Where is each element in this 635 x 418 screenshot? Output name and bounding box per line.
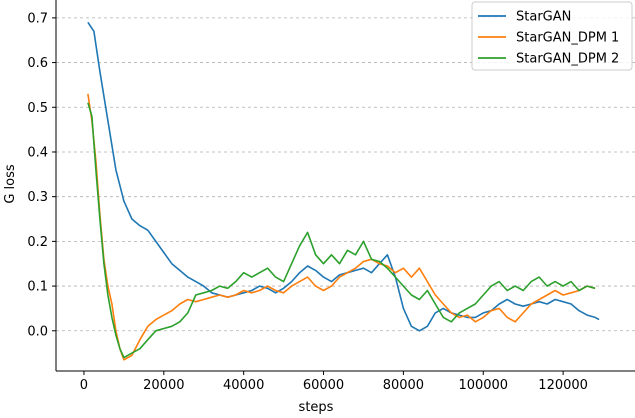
series-lines — [87, 21, 600, 361]
y-tick-label: 0.2 — [27, 235, 48, 250]
y-tick-label: 0.1 — [27, 280, 48, 295]
legend: StarGAN StarGAN_DPM 1 StarGAN_DPM 2 — [471, 1, 633, 71]
x-tick-label: 80000 — [383, 378, 424, 393]
series-line-3 — [87, 102, 596, 359]
series-line-1 — [87, 21, 600, 332]
x-tick-label: 20000 — [143, 378, 184, 393]
x-ticks: 0 20000 40000 60000 80000 100000 120000 — [80, 371, 588, 393]
y-tick-label: 0.4 — [27, 145, 48, 160]
x-tick-label: 0 — [80, 378, 88, 393]
x-tick-label: 40000 — [223, 378, 264, 393]
y-tick-label: 0.6 — [27, 56, 48, 71]
y-tick-label: 0.0 — [27, 324, 48, 339]
y-tick-label: 0.7 — [27, 11, 48, 26]
y-tick-label: 0.3 — [27, 190, 48, 205]
legend-label-3: StarGAN_DPM 2 — [516, 52, 619, 67]
y-axis-label: G loss — [3, 164, 18, 204]
gridlines — [56, 17, 635, 332]
x-axis-label: steps — [299, 400, 334, 415]
x-tick-label: 100000 — [458, 378, 508, 393]
x-tick-label: 60000 — [303, 378, 344, 393]
x-tick-label: 120000 — [538, 378, 588, 393]
y-tick-label: 0.5 — [27, 101, 48, 116]
series-line-2 — [87, 93, 596, 361]
legend-label-2: StarGAN_DPM 1 — [516, 31, 619, 46]
y-ticks: 0.0 0.1 0.2 0.3 0.4 0.5 0.6 0.7 — [27, 11, 56, 339]
axes — [55, 0, 635, 372]
legend-label-1: StarGAN — [516, 10, 571, 25]
legend-frame — [471, 1, 633, 71]
